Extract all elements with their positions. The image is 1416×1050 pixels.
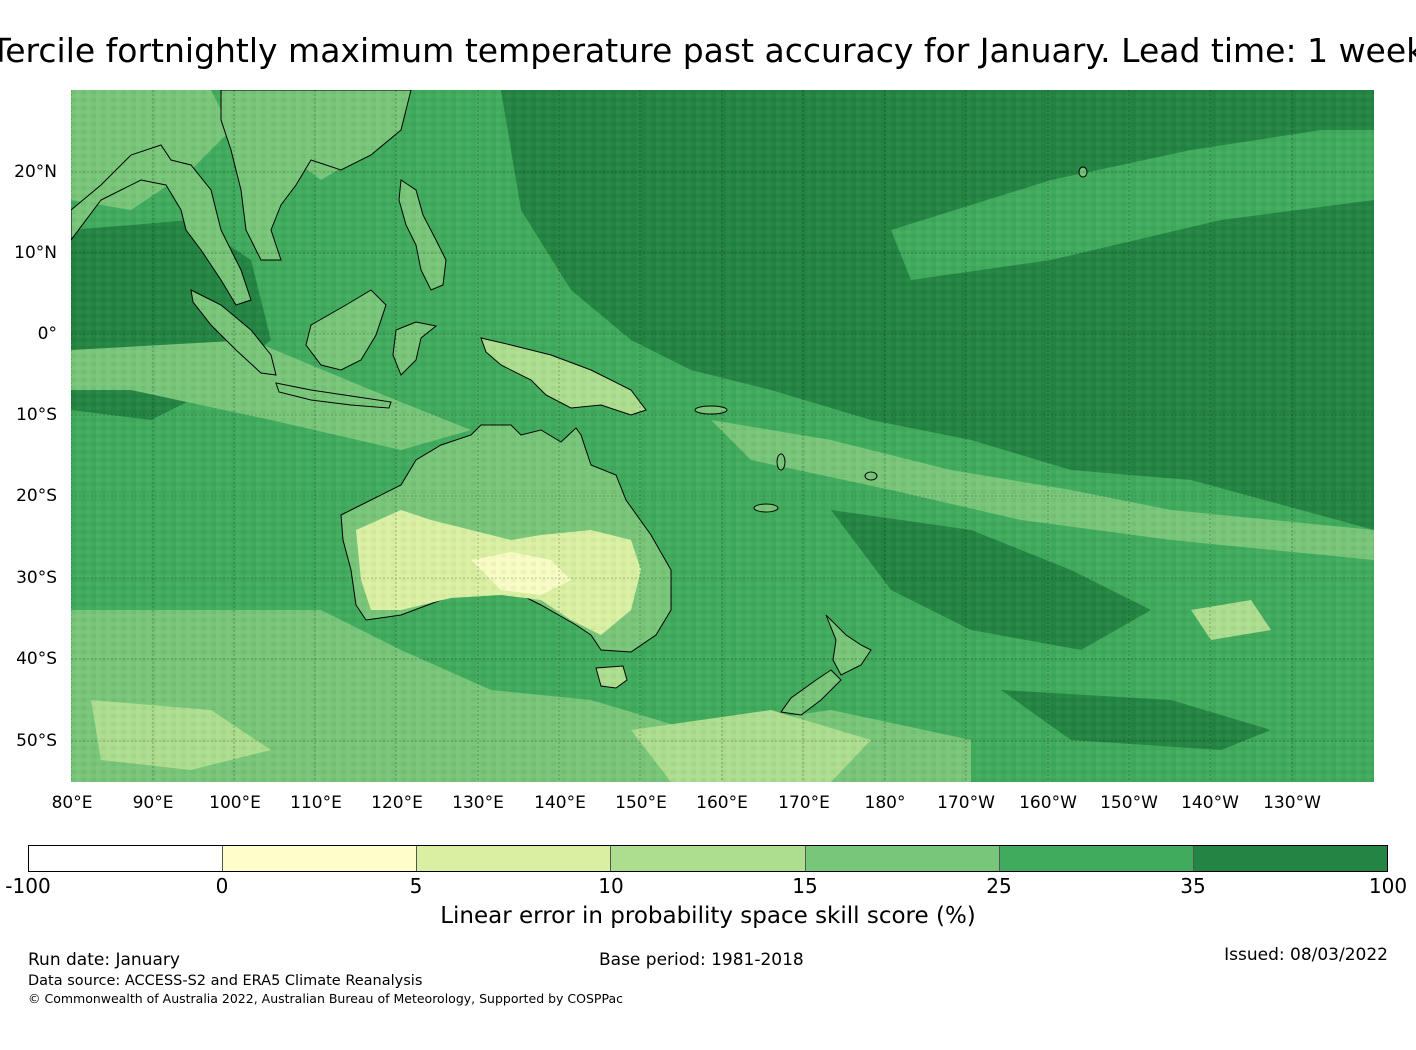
lon-label: 110°E xyxy=(290,793,342,813)
colorbar-tick: 25 xyxy=(986,874,1012,898)
lat-label: 40°S xyxy=(16,649,57,669)
lon-label: 160°W xyxy=(1019,793,1077,813)
lon-label: 80°E xyxy=(51,793,93,813)
colorbar-label: Linear error in probability space skill … xyxy=(440,903,976,929)
colorbar-segment xyxy=(999,846,1194,871)
colorbar-segment xyxy=(29,846,224,871)
lat-label: 10°N xyxy=(14,243,57,263)
lon-label: 130°E xyxy=(452,793,504,813)
lon-label: 180° xyxy=(864,793,906,813)
colorbar-segment xyxy=(611,846,806,871)
data-source: Data source: ACCESS-S2 and ERA5 Climate … xyxy=(28,973,423,989)
colorbar-segment xyxy=(417,846,612,871)
lat-label: 0° xyxy=(37,324,57,344)
lon-label: 130°W xyxy=(1263,793,1321,813)
lat-label: 20°N xyxy=(14,162,57,182)
copyright: © Commonwealth of Australia 2022, Austra… xyxy=(28,991,623,1006)
lon-label: 90°E xyxy=(132,793,174,813)
lat-label: 20°S xyxy=(16,486,57,506)
lon-label: 120°E xyxy=(371,793,423,813)
map-svg xyxy=(71,90,1374,782)
colorbar-tick: 5 xyxy=(409,874,423,898)
colorbar-tick: 10 xyxy=(598,874,624,898)
map-gridlines xyxy=(71,90,1374,782)
lat-label: 30°S xyxy=(16,568,57,588)
skill-map xyxy=(71,90,1374,782)
colorbar-tick: -100 xyxy=(5,874,51,898)
issued-date: Issued: 08/03/2022 xyxy=(1224,945,1388,965)
lat-label: 50°S xyxy=(16,731,57,751)
base-period: Base period: 1981-2018 xyxy=(599,950,804,970)
colorbar-tick: 0 xyxy=(215,874,229,898)
pixel-texture xyxy=(71,90,1374,782)
colorbar-tick: 15 xyxy=(792,874,818,898)
colorbar xyxy=(28,845,1388,872)
lon-label: 140°W xyxy=(1181,793,1239,813)
colorbar-segment xyxy=(223,846,418,871)
lat-label: 10°S xyxy=(16,405,57,425)
colorbar-tick: 35 xyxy=(1180,874,1206,898)
lon-label: 150°E xyxy=(615,793,667,813)
lon-label: 170°E xyxy=(778,793,830,813)
lon-label: 160°E xyxy=(696,793,748,813)
chart-title: Tercile fortnightly maximum temperature … xyxy=(0,31,1416,70)
lon-label: 140°E xyxy=(534,793,586,813)
colorbar-segment xyxy=(1193,846,1387,871)
lon-label: 150°W xyxy=(1100,793,1158,813)
colorbar-segment xyxy=(805,846,1000,871)
lon-label: 100°E xyxy=(209,793,261,813)
run-date: Run date: January xyxy=(28,950,180,970)
lon-label: 170°W xyxy=(937,793,995,813)
colorbar-tick: 100 xyxy=(1368,874,1408,898)
